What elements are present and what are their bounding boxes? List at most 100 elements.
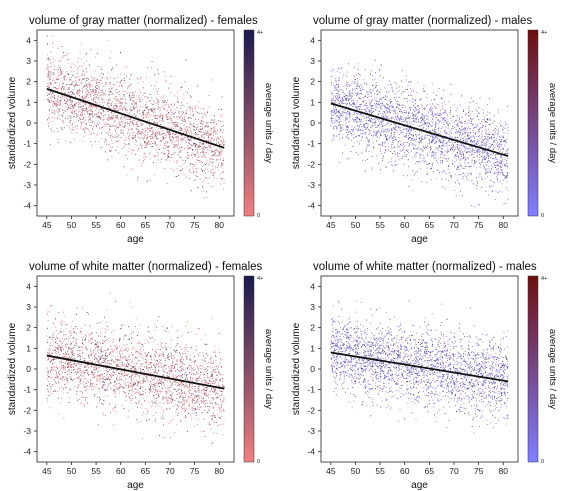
scatter-point xyxy=(78,95,80,97)
scatter-point xyxy=(94,89,96,91)
scatter-point xyxy=(198,101,200,103)
scatter-point xyxy=(192,114,194,116)
scatter-point xyxy=(489,120,491,121)
scatter-point xyxy=(85,88,87,90)
scatter-point xyxy=(135,103,136,105)
scatter-point xyxy=(484,119,485,121)
scatter-point xyxy=(467,162,469,164)
scatter-point xyxy=(393,105,394,107)
scatter-point xyxy=(361,136,363,138)
scatter-point xyxy=(221,171,223,173)
scatter-point xyxy=(470,174,472,176)
scatter-point xyxy=(475,187,477,189)
scatter-point xyxy=(474,151,476,153)
scatter-point xyxy=(111,93,113,95)
scatter-point xyxy=(338,77,340,79)
scatter-point xyxy=(83,86,85,88)
scatter-point xyxy=(342,89,344,91)
scatter-point xyxy=(82,91,83,93)
scatter-point xyxy=(431,142,432,144)
scatter-point xyxy=(387,129,389,131)
scatter-point xyxy=(361,89,363,91)
scatter-point xyxy=(47,87,49,89)
scatter-point xyxy=(485,170,487,172)
scatter-point xyxy=(205,162,207,164)
scatter-point xyxy=(336,92,338,94)
scatter-point xyxy=(110,136,111,138)
scatter-point xyxy=(437,118,439,120)
scatter-point xyxy=(452,125,454,127)
scatter-point xyxy=(410,107,412,109)
scatter-point xyxy=(330,117,332,119)
scatter-point xyxy=(58,65,60,66)
scatter-point xyxy=(452,163,453,165)
scatter-point xyxy=(497,179,498,181)
scatter-point xyxy=(56,128,58,130)
scatter-point xyxy=(179,157,181,159)
scatter-point xyxy=(193,171,195,172)
scatter-point xyxy=(85,126,87,128)
scatter-point xyxy=(471,122,473,124)
scatter-point xyxy=(344,119,346,121)
scatter-point xyxy=(89,65,90,67)
scatter-point xyxy=(368,130,370,132)
scatter-point xyxy=(342,91,344,93)
scatter-point xyxy=(367,97,369,98)
scatter-point xyxy=(395,139,397,141)
scatter-point xyxy=(483,164,485,166)
scatter-point xyxy=(128,123,130,125)
scatter-point xyxy=(85,93,87,95)
scatter-point xyxy=(84,96,85,97)
scatter-point xyxy=(375,84,377,86)
scatter-point xyxy=(377,136,378,138)
scatter-point xyxy=(403,98,405,99)
scatter-point xyxy=(82,108,84,110)
scatter-point xyxy=(365,128,367,130)
scatter-point xyxy=(498,170,500,172)
scatter-point xyxy=(428,126,429,128)
scatter-point xyxy=(385,131,387,133)
scatter-point xyxy=(154,117,156,119)
scatter-point xyxy=(458,131,460,133)
scatter-point xyxy=(172,136,174,138)
scatter-point xyxy=(130,121,132,123)
scatter-point xyxy=(188,139,190,141)
scatter-point xyxy=(84,74,86,76)
scatter-point xyxy=(462,172,464,174)
scatter-point xyxy=(47,67,48,69)
scatter-point xyxy=(473,137,475,139)
scatter-point xyxy=(156,122,158,124)
scatter-point xyxy=(190,140,192,142)
scatter-point xyxy=(419,140,421,142)
scatter-point xyxy=(360,113,361,115)
scatter-point xyxy=(51,130,53,132)
scatter-point xyxy=(89,105,91,107)
scatter-point xyxy=(372,99,374,101)
scatter-point xyxy=(66,83,68,85)
scatter-point xyxy=(56,77,58,79)
scatter-point xyxy=(115,90,117,92)
scatter-point xyxy=(77,89,79,91)
scatter-point xyxy=(393,138,395,140)
scatter-point xyxy=(197,111,198,113)
scatter-point xyxy=(97,124,99,126)
scatter-point xyxy=(367,93,369,95)
scatter-point xyxy=(372,124,374,126)
scatter-point xyxy=(125,108,127,109)
scatter-point xyxy=(160,133,162,135)
scatter-point xyxy=(84,84,86,86)
scatter-point xyxy=(190,171,192,173)
scatter-point xyxy=(446,145,448,147)
scatter-point xyxy=(439,113,441,114)
scatter-point xyxy=(425,129,427,131)
scatter-point xyxy=(492,129,494,131)
scatter-point xyxy=(335,125,337,127)
scatter-point xyxy=(115,109,116,111)
scatter-point xyxy=(95,95,97,97)
scatter-point xyxy=(399,149,401,151)
scatter-point xyxy=(132,124,134,125)
scatter-point xyxy=(121,84,123,86)
scatter-point xyxy=(111,101,113,102)
scatter-point xyxy=(383,131,385,133)
scatter-point xyxy=(430,168,432,170)
